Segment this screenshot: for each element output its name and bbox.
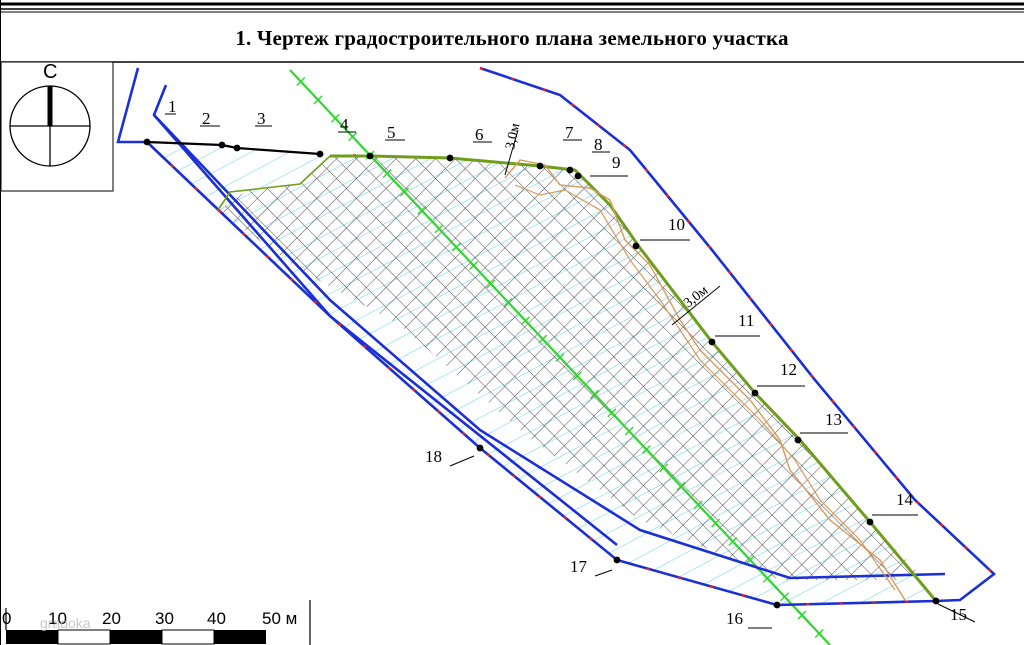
boundary-point <box>143 138 151 146</box>
point-label: 16 <box>726 609 743 628</box>
setback-left-boundary <box>217 155 331 211</box>
boundary-point <box>446 154 454 162</box>
point-label: 12 <box>780 360 797 379</box>
watermark: gradoka <box>40 615 91 631</box>
point-label: 7 <box>565 123 574 142</box>
point-label: 6 <box>475 125 484 144</box>
point-label: 10 <box>668 215 685 234</box>
scale-tick: 40 <box>207 609 226 628</box>
parcel-right-boundary <box>330 154 938 602</box>
point-label: 1 <box>168 97 177 116</box>
point-label: 18 <box>425 447 442 466</box>
point-label: 17 <box>570 557 588 576</box>
point-label: 3 <box>257 109 266 128</box>
boundary-point <box>613 556 621 564</box>
dimension-label: 3,0м <box>503 122 523 151</box>
boundary-point <box>932 597 940 605</box>
point-label-leader <box>594 569 613 577</box>
boundary-point <box>708 338 716 346</box>
point-label: 2 <box>202 109 211 128</box>
point-label-leader <box>937 603 976 623</box>
scale-tick: 20 <box>102 609 121 628</box>
point-label: 13 <box>825 410 842 429</box>
north-letter: С <box>43 61 57 83</box>
scale-tick: 30 <box>155 609 174 628</box>
point-label: 14 <box>896 490 914 509</box>
drawing-title: 1. Чертеж градостроительного плана земел… <box>235 26 789 50</box>
point-label: 11 <box>738 311 754 330</box>
point-label: 9 <box>612 153 621 172</box>
scale-bar <box>5 600 311 645</box>
boundary-point <box>536 162 544 170</box>
scale-tick: 0 <box>2 609 11 628</box>
point-label-leader <box>449 455 475 467</box>
boundary-point <box>233 144 241 152</box>
boundary-point <box>866 518 874 526</box>
buildable-area <box>218 156 918 580</box>
boundary-point <box>366 152 374 160</box>
boundary-point <box>574 172 582 180</box>
north-arrow <box>0 61 114 192</box>
parcel-top-boundary <box>146 140 321 156</box>
boundary-point <box>794 436 802 444</box>
utility-line <box>289 69 831 645</box>
boundary-point <box>218 141 226 149</box>
point-label: 8 <box>594 135 603 154</box>
boundary-point <box>632 242 640 250</box>
scale-tick: 10 <box>48 609 67 628</box>
boundary-point <box>773 601 781 609</box>
building-outline-inner <box>514 184 896 591</box>
boundary-point <box>476 444 484 452</box>
scale-tick: 50 м <box>262 609 297 628</box>
point-label: 15 <box>950 605 967 624</box>
point-label: 4 <box>340 115 349 134</box>
building-outline <box>504 159 906 601</box>
point-label: 5 <box>387 123 396 142</box>
outer-boundary <box>116 66 997 607</box>
boundary-point <box>751 389 759 397</box>
boundary-point <box>316 150 324 158</box>
boundary-point <box>566 166 574 174</box>
